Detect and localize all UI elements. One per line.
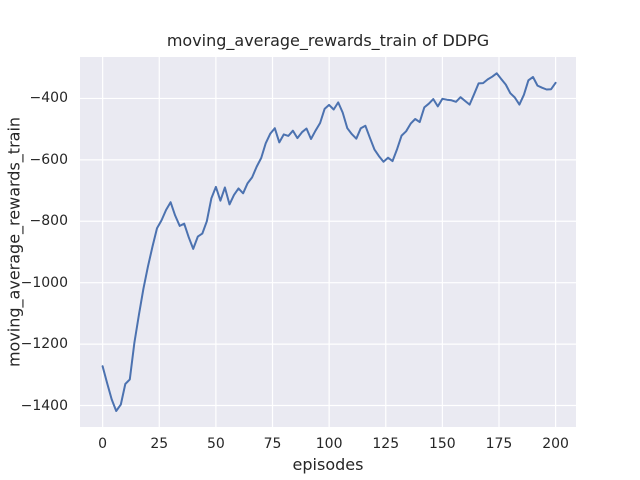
- y-tick-label: −600: [29, 151, 68, 168]
- x-tick-label: 175: [485, 436, 513, 452]
- axes-background: [80, 57, 576, 427]
- x-tick-label: 200: [542, 436, 569, 452]
- x-tick-label: 50: [206, 436, 225, 452]
- x-tick-label: 75: [263, 436, 282, 452]
- x-axis-label: episodes: [292, 455, 364, 474]
- x-tick-label: 0: [98, 436, 108, 452]
- x-tick-label: 125: [372, 436, 400, 452]
- y-tick-label: −800: [29, 213, 68, 230]
- x-tick-label: 150: [428, 436, 456, 452]
- x-tick-label: 100: [315, 436, 343, 452]
- x-tick-label: 25: [150, 436, 169, 452]
- y-tick-label: −1000: [20, 274, 68, 291]
- y-tick-label: −400: [29, 90, 68, 107]
- chart-title: moving_average_rewards_train of DDPG: [166, 31, 490, 50]
- reward-line: [101, 72, 557, 412]
- y-tick-label: −1400: [20, 397, 68, 414]
- y-tick-label: −1200: [20, 336, 68, 353]
